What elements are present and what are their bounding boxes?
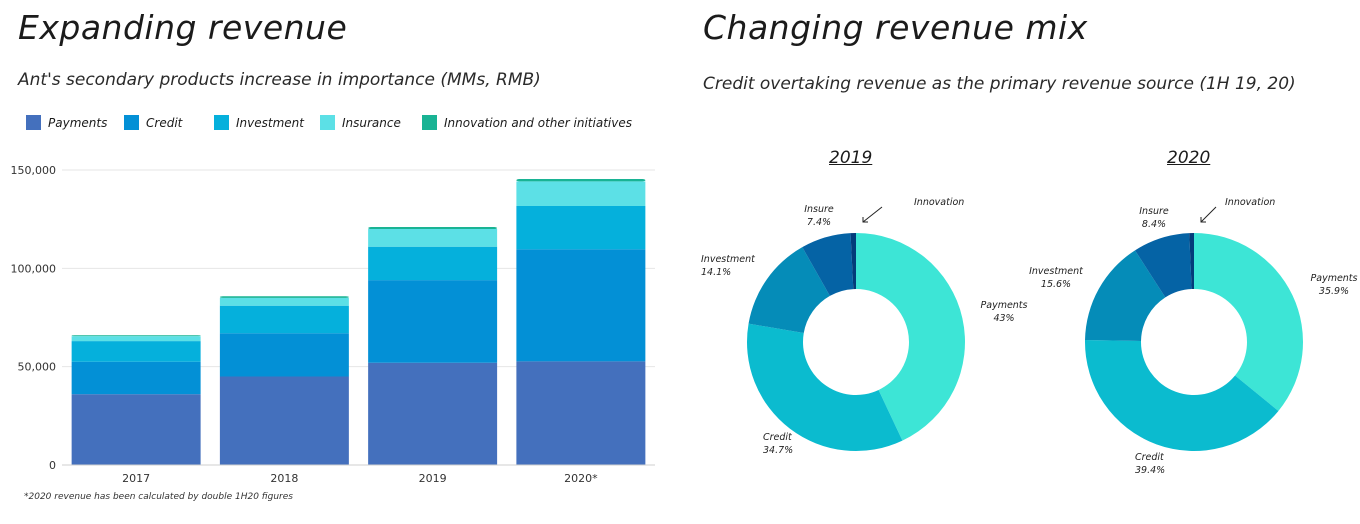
donut-2019-title: 2019 (829, 148, 873, 168)
y-tick-label: 100,000 (11, 262, 57, 275)
bar-segment-credit-2019 (368, 280, 498, 363)
donut-2019-slice-innovation (850, 233, 856, 290)
bar-segment-investment-2018 (219, 305, 349, 334)
donut-2020-slice-investment (1085, 250, 1166, 342)
bar-segment-investment-2019 (368, 246, 498, 281)
donut-2019-label-innovation: Innovation (914, 197, 964, 208)
donut-2020-label-insure: Insure (1139, 206, 1169, 217)
bar-segment-credit-2017 (71, 361, 201, 395)
legend-swatch-investment (214, 115, 229, 130)
bar-segment-insurance-2018 (219, 297, 349, 306)
bar-segment-innovation-and-other-initiatives-2018 (219, 296, 349, 298)
donut-2019-value-payments: 43% (993, 313, 1014, 324)
donut-2019-innovation-pointer (862, 206, 883, 223)
donut-2019-slice-payments (856, 233, 965, 441)
bar-segment-insurance-2017 (71, 336, 201, 342)
donut-2019-slice-credit (747, 323, 903, 451)
donut-2020-slice-insure (1135, 233, 1192, 298)
bar-segment-payments-2018 (219, 376, 349, 465)
left-chart-subtitle: Ant's secondary products increase in imp… (18, 70, 541, 90)
donut-2020-title: 2020 (1167, 148, 1211, 168)
right-chart-subtitle: Credit overtaking revenue as the primary… (703, 74, 1296, 94)
donut-2019-slice-insure (802, 233, 854, 296)
donut-2019-value-investment: 14.1% (701, 267, 731, 278)
donut-2020-slice-payments (1194, 233, 1303, 411)
x-tick-label: 2020* (564, 472, 598, 485)
donut-2019-slice-investment (748, 247, 830, 334)
bar-segment-innovation-and-other-initiatives-2019 (368, 227, 498, 229)
donut-2020-innovation-arrowhead (1200, 217, 1206, 223)
bar-segment-innovation-and-other-initiatives-2017 (71, 335, 201, 337)
donut-2020-slice-innovation (1189, 233, 1194, 290)
donut-2020-value-investment: 15.6% (1041, 279, 1071, 290)
x-tick-label: 2018 (270, 472, 298, 485)
donut-2020-label-innovation: Innovation (1225, 197, 1275, 208)
donut-2019-value-credit: 34.7% (763, 445, 793, 456)
bar-segment-credit-2020 (516, 249, 646, 362)
y-tick-label: 150,000 (11, 164, 57, 177)
donut-2020-label-credit: Credit (1135, 452, 1165, 463)
bar-segment-insurance-2020 (516, 181, 646, 206)
y-tick-label: 50,000 (18, 361, 57, 374)
x-tick-label: 2019 (419, 472, 447, 485)
donut-2019-label-investment: Investment (701, 254, 756, 265)
bar-segment-innovation-and-other-initiatives-2020 (516, 179, 646, 182)
donut-2020-value-payments: 35.9% (1319, 286, 1349, 297)
donut-2019-label-payments: Payments (981, 300, 1028, 311)
legend-label-investment: Investment (236, 116, 304, 130)
bar-segment-investment-2017 (71, 341, 201, 362)
donut-2020-label-investment: Investment (1029, 266, 1084, 277)
donut-2020-slice-credit (1085, 339, 1279, 451)
bar-segment-payments-2017 (71, 394, 201, 465)
bar-segment-payments-2019 (368, 362, 498, 465)
donut-charts: Payments 43% Credit 34.7% Investment 14.1% Ins… (701, 197, 1358, 476)
right-chart-title: Changing revenue mix (703, 8, 1088, 47)
legend-swatch-innovation (422, 115, 437, 130)
footnote: *2020 revenue has been calculated by dou… (24, 492, 293, 502)
legend-label-innovation: Innovation and other initiatives (444, 116, 632, 130)
donut-2020-value-insure: 8.4% (1142, 219, 1166, 230)
donut-2019-value-insure: 7.4% (807, 217, 831, 228)
x-tick-label: 2017 (122, 472, 150, 485)
legend-swatch-insurance (320, 115, 335, 130)
bar-segment-payments-2020 (516, 361, 646, 465)
legend-swatch-payments (26, 115, 41, 130)
legend-label-payments: Payments (48, 116, 108, 130)
y-tick-label: 0 (49, 459, 56, 472)
bar-segment-credit-2018 (219, 333, 349, 377)
donut-2019-innovation-arrowhead (862, 217, 868, 223)
bar-segment-insurance-2019 (368, 229, 498, 247)
donut-2020-value-credit: 39.4% (1135, 465, 1165, 476)
bar-segment-investment-2020 (516, 205, 646, 250)
legend-label-insurance: Insurance (342, 116, 401, 130)
legend-swatch-credit (124, 115, 139, 130)
legend-label-credit: Credit (146, 116, 183, 130)
stacked-bar-chart: 0 50,000 100,000 150,000 2017 2018 2019 2020* (11, 164, 655, 485)
donut-2019-label-insure: Insure (804, 204, 834, 215)
donut-2020-innovation-pointer (1200, 206, 1217, 223)
left-chart-title: Expanding revenue (18, 8, 348, 47)
donut-2019-label-credit: Credit (763, 432, 793, 443)
donut-2020-label-payments: Payments (1311, 273, 1358, 284)
